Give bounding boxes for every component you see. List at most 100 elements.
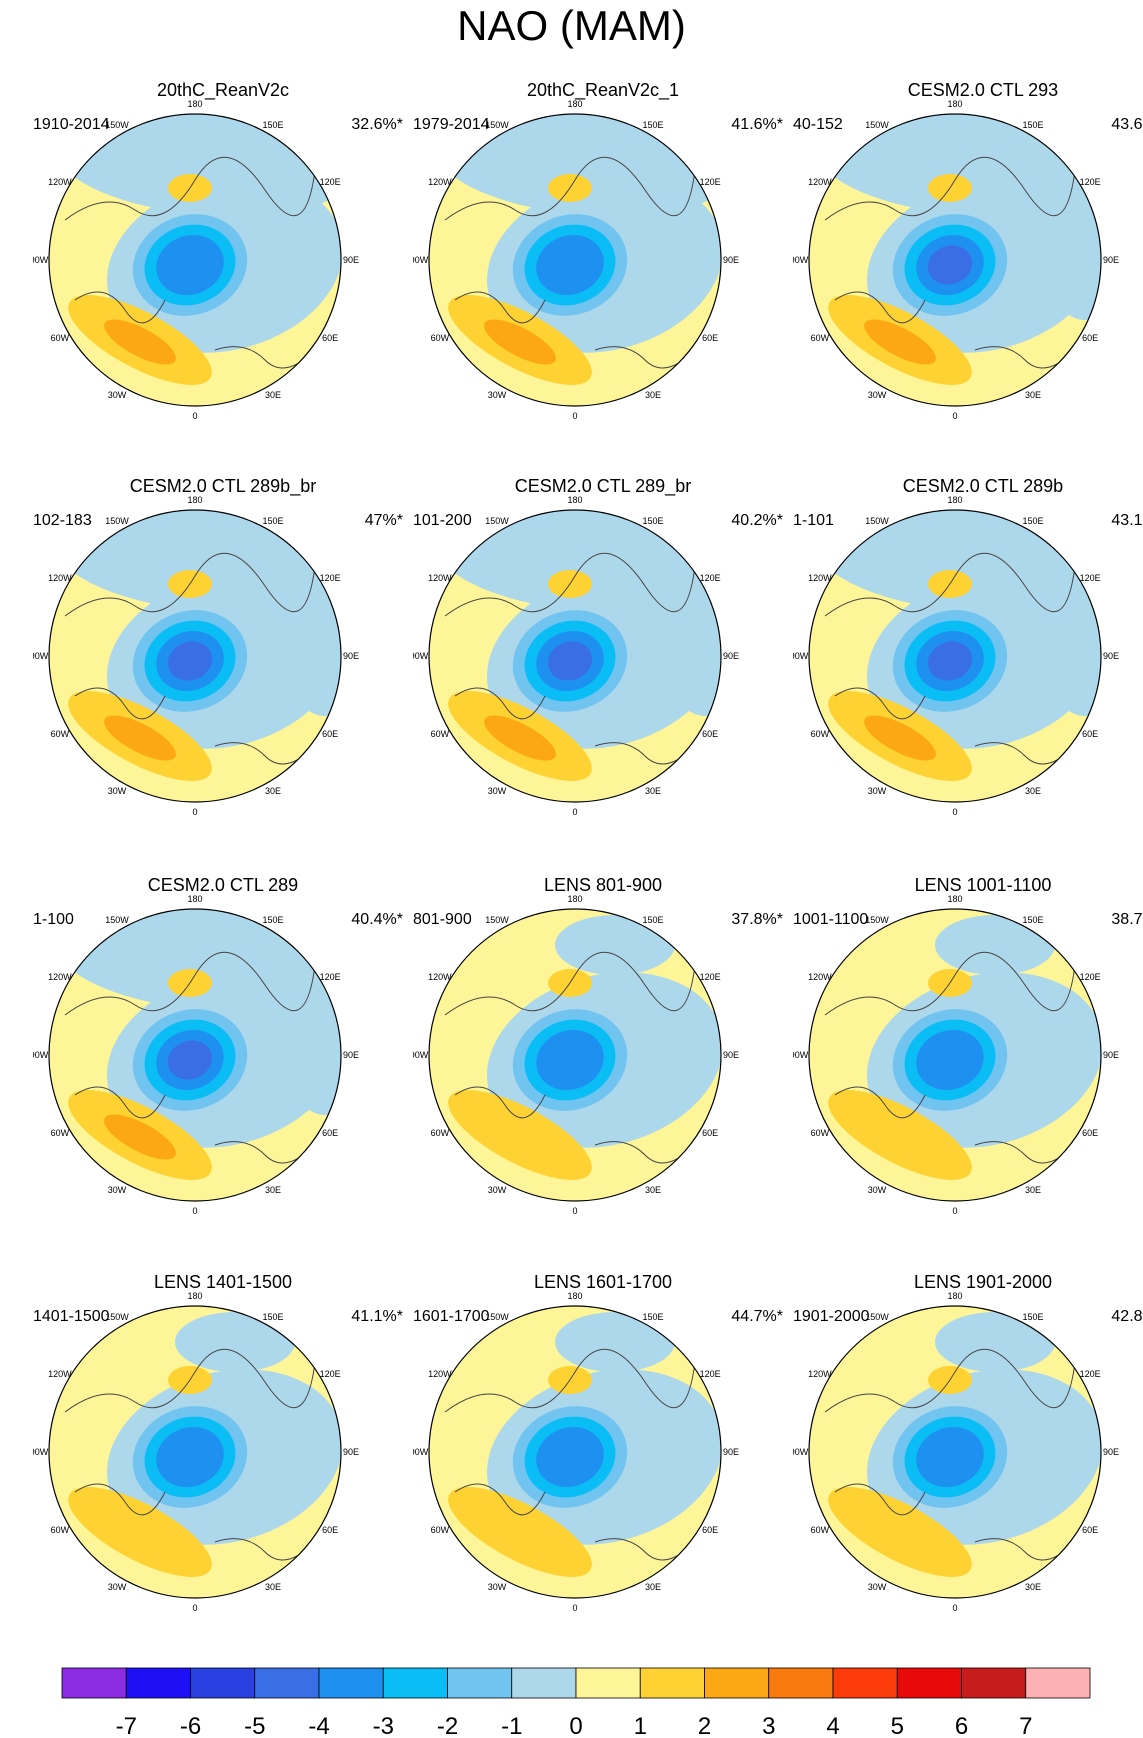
- map-panel: LENS 1601-1700 1601-1700 44.7%* 180 150E 120E…: [413, 1272, 793, 1667]
- map-border: [428, 113, 722, 407]
- negative-anomaly-siberia: [285, 596, 341, 716]
- longitude-label: 150E: [642, 1312, 663, 1322]
- longitude-label: 150E: [1022, 120, 1043, 130]
- panel-title: CESM2.0 CTL 289: [147, 875, 299, 895]
- negative-contour-level: [167, 1040, 213, 1080]
- panel-period: 1979-2014: [413, 116, 490, 133]
- negative-contour-level: [536, 1426, 604, 1488]
- longitude-label: 90W: [793, 1050, 809, 1060]
- map-panel: LENS 1401-1500 1401-1500 41.1%* 180 150E 120E…: [33, 1272, 413, 1667]
- panel-title: LENS 1401-1500: [153, 1272, 293, 1292]
- longitude-label: 120E: [320, 972, 341, 982]
- panel-explained-variance: 40.4%*: [351, 911, 403, 928]
- polar-map: 180 150E 120E 90E 60E 30E 0 30W 60W 90W 120W 150W: [793, 99, 1119, 421]
- colorbar-swatch: [832, 1667, 898, 1699]
- longitude-label: 90W: [33, 651, 49, 661]
- panel-period: 801-900: [413, 911, 472, 928]
- longitude-label: 150W: [105, 120, 129, 130]
- map-border: [48, 509, 342, 803]
- colorbar-swatch: [382, 1667, 448, 1699]
- longitude-label: 60E: [322, 1525, 338, 1535]
- negative-contour-level: [536, 234, 604, 296]
- negative-anomaly-pacific: [555, 1312, 675, 1372]
- longitude-label: 60W: [51, 1128, 70, 1138]
- longitude-label: 30W: [868, 786, 887, 796]
- panel-period: 1-100: [33, 911, 74, 928]
- longitude-label: 30W: [488, 1185, 507, 1195]
- longitude-label: 120E: [1080, 972, 1101, 982]
- colorbar-swatch: [254, 1667, 320, 1699]
- panel-explained-variance: 41.1%*: [351, 1308, 403, 1325]
- panel-title: CESM2.0 CTL 289b: [902, 476, 1064, 496]
- negative-anomaly-pacific: [935, 1312, 1055, 1372]
- polar-map: 180 150E 120E 90E 60E 30E 0 30W 60W 90W 120W 150W: [793, 495, 1119, 817]
- longitude-label: 30W: [868, 1185, 887, 1195]
- longitude-label: 150W: [105, 915, 129, 925]
- panel-period: 1-101: [793, 512, 834, 529]
- longitude-label: 90E: [1103, 255, 1119, 265]
- panel-period: 40-152: [793, 116, 843, 133]
- longitude-label: 150W: [485, 1312, 509, 1322]
- longitude-label: 90E: [343, 651, 359, 661]
- panel-title: LENS 1001-1100: [914, 875, 1052, 895]
- map-border: [48, 113, 342, 407]
- longitude-label: 180: [567, 1291, 582, 1301]
- longitude-label: 120E: [700, 1369, 721, 1379]
- longitude-label: 60E: [1082, 729, 1098, 739]
- colorbar-label: 4: [826, 1713, 839, 1738]
- map-panel: LENS 1001-1100 1001-1100 38.7%* 180 150E 120E…: [793, 875, 1143, 1270]
- longitude-label: 120W: [808, 972, 832, 982]
- longitude-label: 90W: [33, 1447, 49, 1457]
- longitude-label: 30W: [868, 390, 887, 400]
- longitude-label: 150E: [1022, 915, 1043, 925]
- negative-anomaly-siberia: [665, 596, 721, 716]
- panel-explained-variance: 32.6%*: [351, 116, 403, 133]
- longitude-label: 90E: [1103, 1050, 1119, 1060]
- longitude-label: 90E: [723, 651, 739, 661]
- polar-map: 180 150E 120E 90E 60E 30E 0 30W 60W 90W 120W 150W: [793, 894, 1119, 1216]
- positive-anomaly-atlantic: [828, 1487, 972, 1577]
- longitude-label: 120W: [428, 1369, 452, 1379]
- polar-map: 180 150E 120E 90E 60E 30E 0 30W 60W 90W 120W 150W: [33, 99, 359, 421]
- panel-period: 1910-2014: [33, 116, 110, 133]
- positive-anomaly-core: [484, 319, 556, 365]
- positive-anomaly-atlantic: [448, 1090, 592, 1180]
- longitude-label: 90E: [343, 1050, 359, 1060]
- longitude-label: 180: [567, 495, 582, 505]
- positive-anomaly-core: [104, 319, 176, 365]
- longitude-label: 120E: [700, 573, 721, 583]
- polar-map: 180 150E 120E 90E 60E 30E 0 30W 60W 90W 120W 150W: [413, 1291, 739, 1613]
- longitude-label: 30E: [265, 786, 281, 796]
- longitude-label: 60E: [1082, 1525, 1098, 1535]
- longitude-label: 120E: [700, 177, 721, 187]
- panel-explained-variance: 42.8%*: [1111, 1308, 1143, 1325]
- map-panel: CESM2.0 CTL 289 1-100 40.4%* 180 150E 120E 90E…: [33, 875, 413, 1270]
- negative-anomaly-siberia: [1045, 596, 1101, 716]
- longitude-label: 90E: [343, 255, 359, 265]
- longitude-label: 90W: [33, 1050, 49, 1060]
- longitude-label: 180: [947, 495, 962, 505]
- polar-map: 180 150E 120E 90E 60E 30E 0 30W 60W 90W 120W 150W: [793, 1291, 1119, 1613]
- map-panel: 20thC_ReanV2c 1910-2014 32.6%* 180 150E 120E 9…: [33, 80, 413, 475]
- colorbar-label: -2: [437, 1713, 458, 1738]
- longitude-label: 30W: [488, 786, 507, 796]
- negative-contour-level: [916, 1029, 984, 1091]
- positive-anomaly-core: [104, 1114, 176, 1160]
- longitude-label: 30E: [645, 1582, 661, 1592]
- longitude-label: 150E: [1022, 516, 1043, 526]
- map-border: [428, 908, 722, 1202]
- negative-contour-level: [927, 641, 973, 681]
- panel-explained-variance: 43.6%*: [1111, 116, 1143, 133]
- longitude-label: 150W: [105, 1312, 129, 1322]
- longitude-label: 180: [947, 894, 962, 904]
- longitude-label: 60W: [431, 729, 450, 739]
- negative-contour-level: [927, 245, 973, 285]
- negative-anomaly-siberia: [285, 995, 341, 1115]
- map-border: [808, 113, 1102, 407]
- map-border: [428, 1305, 722, 1599]
- positive-anomaly-atlantic: [448, 1487, 592, 1577]
- panel-period: 1901-2000: [793, 1308, 870, 1325]
- longitude-label: 120W: [48, 1369, 72, 1379]
- longitude-label: 30E: [1025, 1582, 1041, 1592]
- panel-period: 1601-1700: [413, 1308, 490, 1325]
